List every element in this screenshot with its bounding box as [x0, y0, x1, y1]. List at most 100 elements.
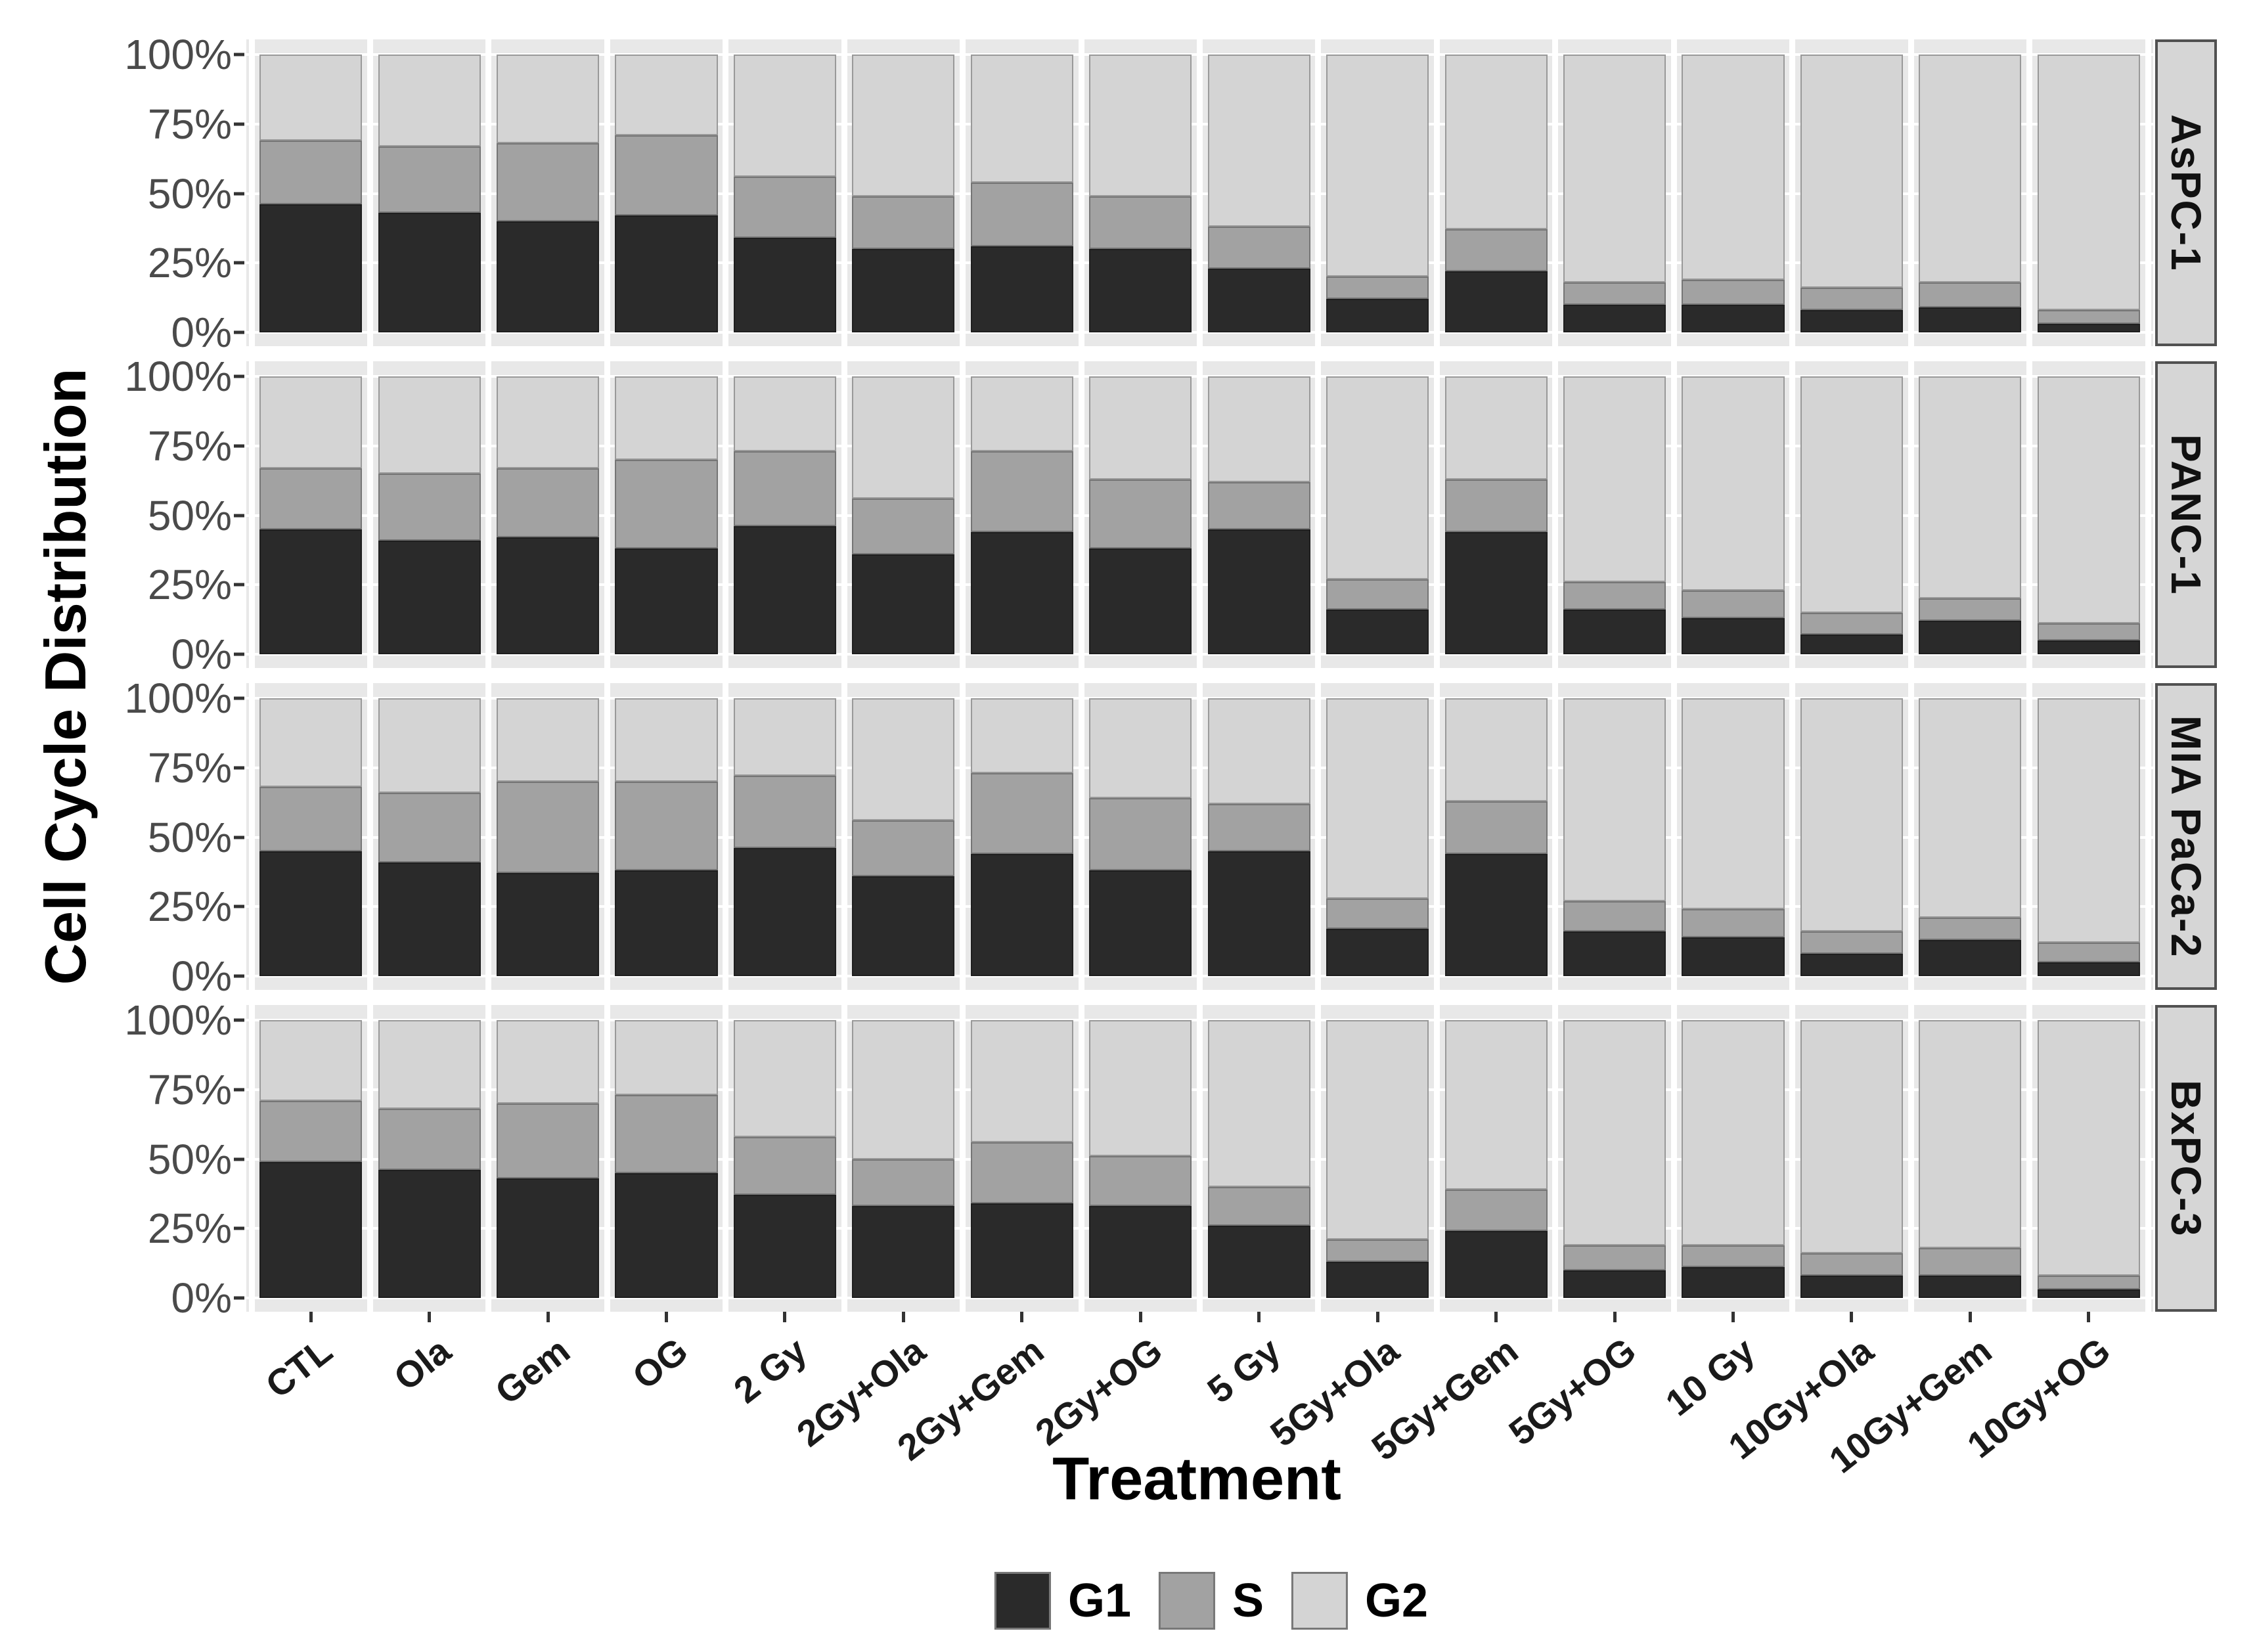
bar-segment-s: [378, 474, 481, 541]
bar-segment-s: [1207, 481, 1310, 529]
bar-segment-g1: [378, 540, 481, 654]
bar-segment-g2: [1444, 55, 1548, 230]
y-axis-tick-mark: [234, 766, 244, 770]
bar-segment-g2: [970, 55, 1073, 183]
bar-area: [252, 1020, 2148, 1298]
y-gridline: [246, 1297, 2153, 1299]
legend-label: G1: [1067, 1574, 1131, 1627]
bar-segment-g1: [615, 215, 718, 332]
y-axis-tick-label: 75%: [147, 744, 232, 792]
bar-segment-g1: [1919, 1276, 2022, 1298]
bar-segment-g1: [1207, 851, 1310, 976]
stacked-bar-ctl: [259, 698, 363, 976]
bar-segment-g1: [852, 1206, 955, 1298]
y-axis-tick-mark: [234, 53, 244, 56]
bar-segment-g1: [1326, 299, 1429, 332]
stacked-bar-10gy-gem: [1919, 1020, 2022, 1298]
stacked-bar-ctl: [259, 376, 363, 654]
bar-segment-g1: [1800, 635, 1903, 654]
stacked-bar-ctl: [259, 55, 363, 332]
y-gridline: [246, 975, 2153, 977]
y-axis-tick-label: 0%: [171, 1274, 233, 1322]
y-axis-tick-label: 25%: [147, 239, 232, 287]
y-axis-tick-label: 50%: [147, 1135, 232, 1183]
bar-segment-g1: [1089, 1206, 1192, 1298]
bar-segment-g1: [1682, 304, 1785, 332]
bar-segment-g2: [378, 698, 481, 793]
bar-segment-g2: [259, 376, 363, 468]
stacked-bar-5-gy: [1207, 1020, 1310, 1298]
bar-segment-g2: [1682, 55, 1785, 280]
bar-segment-g1: [1800, 954, 1903, 976]
bar-segment-s: [615, 1095, 718, 1173]
stacked-bar-2gy-og: [1089, 55, 1192, 332]
bar-segment-g1: [259, 529, 363, 654]
bar-segment-s: [1089, 1156, 1192, 1207]
stacked-bar-2gy-gem: [970, 698, 1073, 976]
x-axis-tick-mark: [2087, 1312, 2091, 1322]
x-axis-tick-mark: [1375, 1312, 1379, 1322]
bar-segment-s: [1800, 931, 1903, 954]
bar-segment-s: [852, 1159, 955, 1207]
x-axis-tick-label: 5 Gy: [1199, 1329, 1289, 1412]
stacked-bar-ola: [378, 376, 481, 654]
bar-segment-s: [259, 468, 363, 529]
stacked-bar-gem: [497, 698, 600, 976]
y-axis-tick-mark: [234, 261, 244, 265]
facet-strip-mia-paca-2: MIA PaCa-2: [2155, 683, 2217, 990]
bar-segment-s: [1919, 282, 2022, 307]
bar-segment-g2: [1326, 376, 1429, 579]
y-axis-tick-label: 0%: [171, 952, 233, 1000]
bar-segment-s: [970, 182, 1073, 246]
stacked-bar-2gy-gem: [970, 1020, 1073, 1298]
y-gridline: [246, 331, 2153, 334]
x-axis-tick-mark: [309, 1312, 313, 1322]
bar-segment-g2: [1444, 1020, 1548, 1190]
bar-segment-g1: [1563, 610, 1666, 654]
stacked-bar-10gy-ola: [1800, 376, 1903, 654]
stacked-bar-2gy-ola: [852, 698, 955, 976]
bar-segment-g2: [615, 376, 718, 460]
bar-segment-g2: [497, 1020, 600, 1104]
legend: G1 S G2: [994, 1572, 1428, 1630]
bar-segment-g2: [970, 698, 1073, 774]
stacked-bar-5gy-gem: [1444, 55, 1548, 332]
bar-segment-s: [615, 781, 718, 871]
bar-segment-s: [1682, 909, 1785, 937]
bar-segment-g2: [497, 55, 600, 144]
y-gridline: [246, 261, 2153, 265]
bar-segment-g2: [970, 376, 1073, 452]
bar-segment-g1: [2037, 324, 2140, 332]
x-axis-tick-mark: [1731, 1312, 1735, 1322]
stacked-bar-5gy-og: [1563, 698, 1666, 976]
y-axis-tick-label: 75%: [147, 422, 232, 470]
bar-segment-g1: [1800, 310, 1903, 332]
bar-segment-s: [1207, 1186, 1310, 1226]
bar-segment-g2: [733, 1020, 836, 1137]
stacked-bar-5gy-ola: [1326, 698, 1429, 976]
bar-segment-s: [1207, 227, 1310, 269]
bar-segment-g1: [970, 853, 1073, 976]
legend-label: S: [1232, 1574, 1264, 1627]
bar-segment-g1: [615, 870, 718, 976]
y-axis-tick-mark: [234, 1226, 244, 1230]
bar-segment-g1: [1326, 1261, 1429, 1298]
stacked-bar-gem: [497, 1020, 600, 1298]
bar-segment-g1: [1919, 621, 2022, 654]
y-gridline: [246, 653, 2153, 656]
x-axis-tick-mark: [665, 1312, 669, 1322]
y-axis-tick-label: 25%: [147, 561, 232, 609]
x-axis-tick-label: 2Gy+OG: [1027, 1329, 1170, 1454]
stacked-bar-2-gy: [733, 376, 836, 654]
y-axis-tick-mark: [234, 1018, 244, 1022]
stacked-bar-10gy-og: [2037, 376, 2140, 654]
stacked-bar-10gy-ola: [1800, 1020, 1903, 1298]
stacked-bar-5gy-og: [1563, 376, 1666, 654]
bar-segment-g2: [259, 698, 363, 788]
y-axis-tick-label: 75%: [147, 1065, 232, 1113]
y-axis-tick-mark: [234, 652, 244, 656]
y-gridline: [246, 766, 2153, 769]
stacked-bar-2gy-gem: [970, 376, 1073, 654]
bar-segment-g2: [852, 376, 955, 499]
